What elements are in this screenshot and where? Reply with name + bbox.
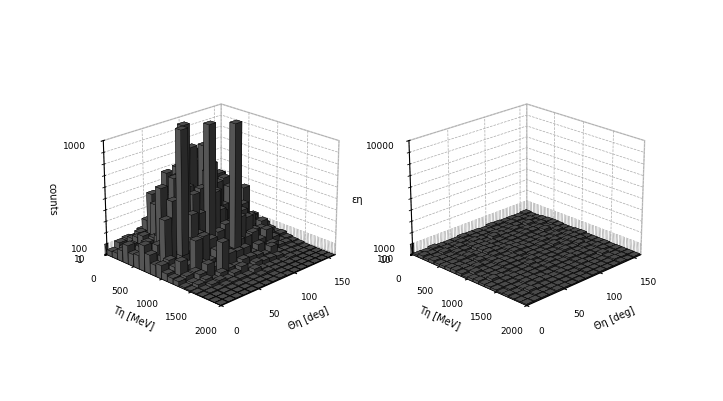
Y-axis label: Tη [MeV]: Tη [MeV] [417,304,461,331]
Y-axis label: Tη [MeV]: Tη [MeV] [111,304,156,331]
X-axis label: Θη [deg]: Θη [deg] [287,304,330,331]
X-axis label: Θη [deg]: Θη [deg] [593,304,636,331]
